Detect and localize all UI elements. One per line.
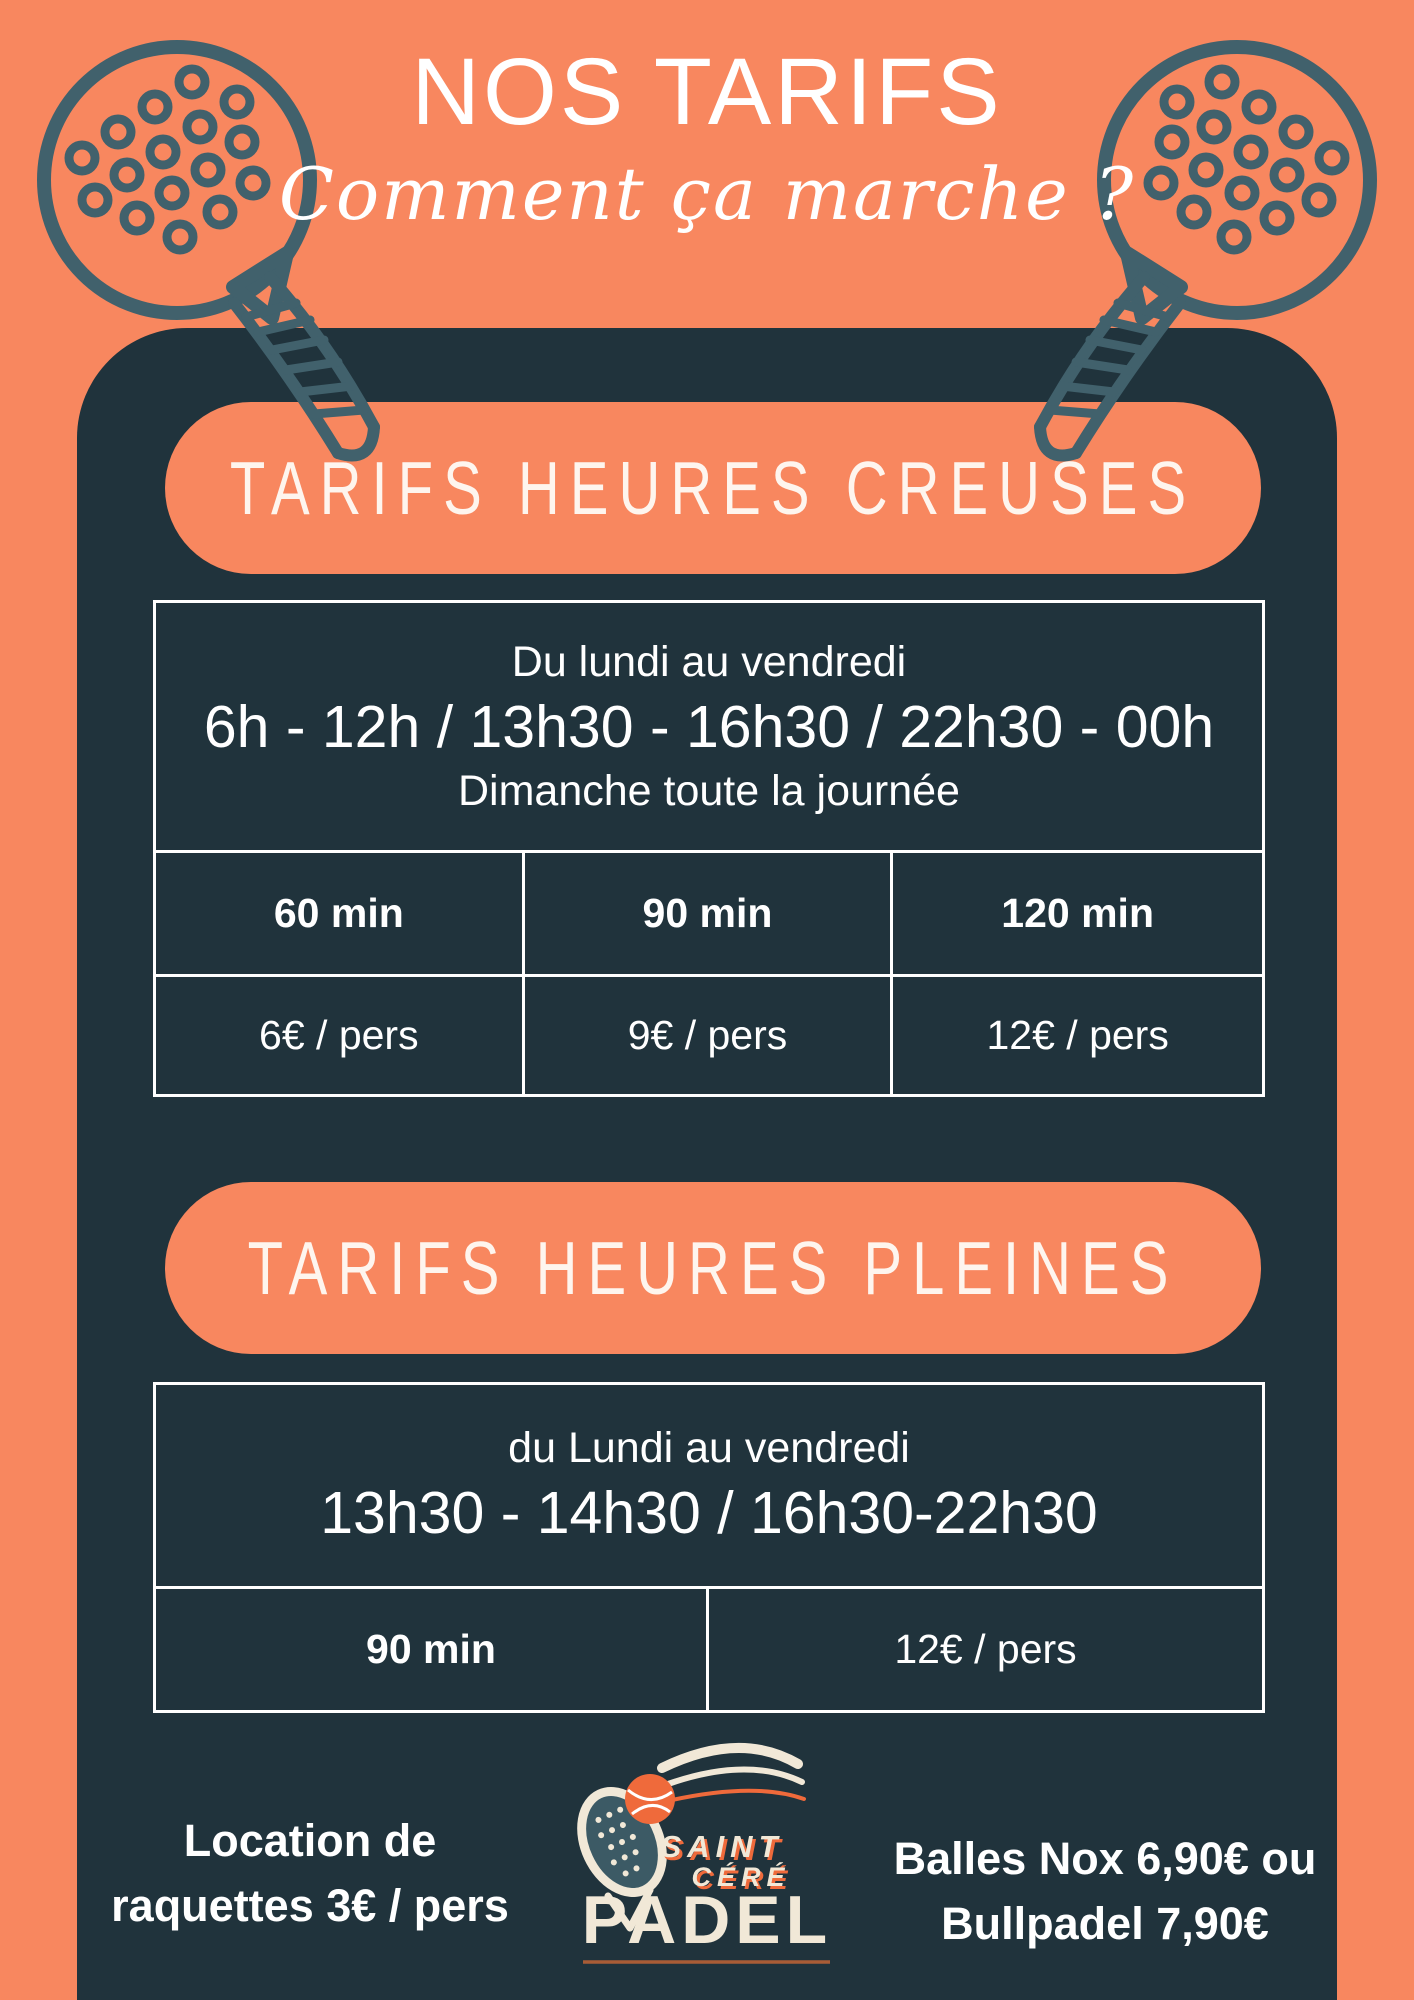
price-cell: 9€ / pers	[525, 977, 894, 1094]
racket-rental-info: Location de raquettes 3€ / pers	[85, 1808, 535, 1939]
schedule-days: du Lundi au vendredi	[508, 1424, 910, 1472]
padel-racket-icon	[37, 40, 380, 462]
rental-line2: raquettes 3€ / pers	[111, 1880, 509, 1932]
peak-schedule: du Lundi au vendredi 13h30 - 14h30 / 16h…	[156, 1385, 1262, 1589]
club-logo: SAINT SAINT CÉRÉ CÉRÉ PADEL	[577, 1742, 832, 1964]
logo-padel: PADEL	[582, 1882, 832, 1958]
logo-cere: CÉRÉ	[691, 1861, 790, 1892]
price-cell: 6€ / pers	[156, 977, 525, 1094]
rental-line1: Location de	[183, 1815, 437, 1866]
balls-price-info: Balles Nox 6,90€ ou Bullpadel 7,90€	[880, 1826, 1330, 1957]
peak-table: du Lundi au vendredi 13h30 - 14h30 / 16h…	[153, 1382, 1265, 1713]
padel-racket-icon	[1034, 40, 1377, 462]
balls-line2: Bullpadel 7,90€	[941, 1898, 1269, 1950]
off-peak-title: TARIFS HEURES CREUSES	[229, 445, 1197, 531]
logo-saint: SAINT	[661, 1829, 784, 1864]
schedule-hours: 6h - 12h / 13h30 - 16h30 / 22h30 - 00h	[203, 693, 1215, 760]
page-subtitle: Comment ça marche ?	[278, 152, 1136, 236]
logo-cere-shadow: CÉRÉ	[694, 1864, 793, 1895]
duration-cell: 90 min	[524, 853, 894, 977]
logo-saint-shadow: SAINT	[664, 1832, 787, 1867]
schedule-hours: 13h30 - 14h30 / 16h30-22h30	[320, 1480, 1098, 1546]
duration-cell: 120 min	[893, 853, 1262, 977]
peak-title: TARIFS HEURES PLEINES	[247, 1225, 1179, 1311]
off-peak-table: Du lundi au vendredi 6h - 12h / 13h30 - …	[153, 600, 1265, 1097]
duration-cell: 60 min	[156, 853, 525, 977]
balls-line1: Balles Nox 6,90€ ou	[893, 1833, 1317, 1884]
price-cell: 12€ / pers	[894, 1626, 1077, 1672]
schedule-days: Du lundi au vendredi	[511, 637, 907, 686]
page-title: NOS TARIFS	[411, 39, 1003, 145]
off-peak-schedule: Du lundi au vendredi 6h - 12h / 13h30 - …	[156, 603, 1262, 853]
pricing-panel	[77, 328, 1337, 2000]
off-peak-title-pill: TARIFS HEURES CREUSES	[165, 402, 1261, 574]
duration-cell: 90 min	[156, 1589, 709, 1710]
peak-title-pill: TARIFS HEURES PLEINES	[165, 1182, 1261, 1354]
price-cell: 12€ / pers	[986, 1012, 1169, 1058]
schedule-sunday: Dimanche toute la journée	[458, 766, 960, 815]
